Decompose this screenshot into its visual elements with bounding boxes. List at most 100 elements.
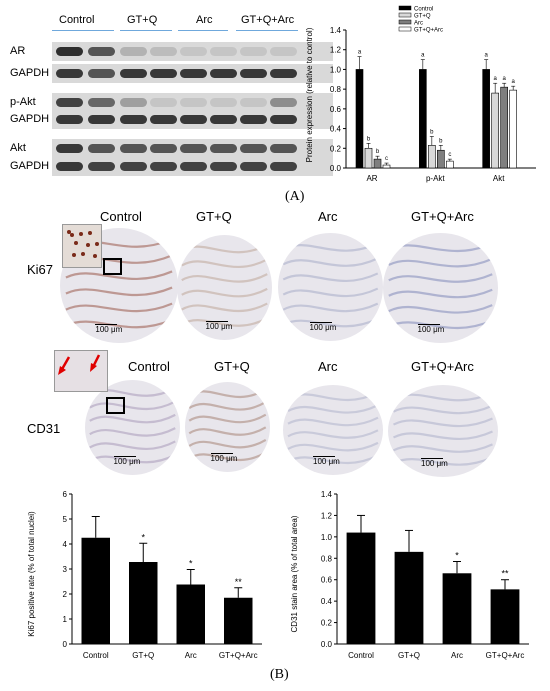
- blot-band: [56, 144, 83, 153]
- blot-band: [240, 47, 267, 56]
- blot-label: GAPDH: [10, 113, 50, 125]
- legend-swatch: [398, 19, 412, 25]
- row-label-ki67: Ki67: [27, 262, 54, 277]
- tissue-fold: [181, 317, 268, 327]
- scale-bar-line: [113, 456, 136, 457]
- scale-bar-line: [313, 456, 335, 457]
- tissue-fold: [287, 454, 379, 465]
- bar: [355, 69, 364, 169]
- blot-band: [180, 162, 207, 171]
- tissue-section-image: [278, 233, 383, 341]
- blot-group-header: GT+Q+Arc: [241, 14, 295, 26]
- y-tick-label: 2: [63, 590, 68, 599]
- significance-letter: c: [385, 156, 388, 162]
- ki67-col-arc: Arc: [318, 209, 338, 224]
- x-tick-label: GT+Q: [398, 651, 420, 660]
- tissue-fold: [393, 456, 493, 466]
- scale-bar-label: 100 μm: [95, 325, 123, 334]
- blot-strip: [52, 42, 333, 61]
- tissue-fold: [393, 404, 493, 415]
- bar: [382, 164, 391, 169]
- tissue-fold: [282, 272, 379, 283]
- tissue-fold: [89, 427, 176, 437]
- tissue-fold: [282, 257, 379, 267]
- y-tick-label: 0.2: [321, 619, 333, 628]
- blot-band: [270, 144, 297, 153]
- bar: [419, 69, 427, 169]
- blot-band: [56, 69, 83, 78]
- y-tick-label: 1.0: [321, 533, 333, 542]
- x-tick-label: Control: [348, 651, 374, 660]
- blot-band: [210, 98, 237, 107]
- tissue-fold: [188, 438, 267, 449]
- blot-band: [180, 69, 207, 78]
- tissue-fold: [89, 440, 176, 451]
- tissue-texture: [188, 388, 267, 462]
- blot-label: p-Akt: [10, 96, 36, 108]
- legend-label: Arc: [414, 21, 423, 27]
- legend-swatch: [398, 26, 412, 32]
- blot-band: [56, 47, 83, 56]
- blot-band: [270, 47, 297, 56]
- tissue-texture: [282, 242, 379, 328]
- significance-letter: a: [484, 53, 488, 59]
- tissue-fold: [287, 441, 379, 452]
- blot-band: [88, 115, 115, 124]
- zoom-region-box: [103, 258, 122, 275]
- y-tick-label: 0.8: [330, 85, 342, 94]
- blot-band: [120, 144, 147, 153]
- tissue-texture: [388, 242, 493, 330]
- blot-strip: [52, 110, 333, 129]
- protein-ylabel: Protein expression (relative to control): [305, 27, 314, 162]
- tissue-fold: [181, 273, 268, 283]
- tissue-fold: [89, 413, 176, 424]
- significance-marker: **: [235, 577, 243, 587]
- group-underline: [120, 30, 172, 31]
- bar: [129, 562, 158, 644]
- cd31-col-control: Control: [128, 359, 170, 374]
- y-tick-label: 1.0: [330, 65, 342, 74]
- legend-swatch: [398, 5, 412, 11]
- tissue-fold: [65, 286, 173, 297]
- y-tick-label: 1.4: [321, 490, 333, 499]
- tissue-fold: [89, 453, 176, 464]
- tissue-fold: [388, 242, 493, 253]
- tissue-fold: [282, 317, 379, 328]
- tissue-fold: [188, 426, 267, 436]
- y-tick-label: 5: [63, 515, 68, 524]
- tissue-fold: [282, 302, 379, 313]
- tissue-texture: [287, 391, 379, 465]
- scale-bar-label: 100 μm: [113, 457, 141, 466]
- tissue-fold: [181, 302, 268, 313]
- ki67-ylabel: Ki67 positive rate (% of total nuclei): [27, 511, 36, 637]
- magnified-inset: [54, 350, 108, 392]
- blot-band: [150, 69, 177, 78]
- blot-band: [270, 98, 297, 107]
- bar: [509, 89, 517, 169]
- blot-band: [56, 98, 83, 107]
- blot-band: [210, 69, 237, 78]
- tissue-section-image: [383, 233, 498, 343]
- blot-band: [120, 69, 147, 78]
- blot-band: [270, 69, 297, 78]
- panel-letter-b: (B): [270, 667, 289, 682]
- blot-band: [180, 115, 207, 124]
- stained-nucleus: [95, 242, 99, 246]
- x-tick-label: Akt: [493, 174, 505, 183]
- stained-nucleus: [74, 241, 78, 245]
- scale-bar-label: 100 μm: [210, 454, 238, 463]
- red-arrows: [58, 354, 101, 375]
- bar: [442, 573, 472, 644]
- y-tick-label: 0.6: [321, 576, 333, 585]
- tissue-fold: [181, 243, 268, 254]
- y-tick-label: 1.4: [330, 26, 342, 35]
- significance-letter: a: [358, 50, 362, 56]
- significance-letter: b: [376, 149, 380, 155]
- row-label-cd31: CD31: [27, 421, 61, 436]
- stained-nucleus: [72, 253, 76, 257]
- bar: [437, 149, 445, 169]
- red-arrowhead: [58, 366, 66, 375]
- significance-letter: b: [439, 138, 443, 144]
- bar: [428, 145, 436, 169]
- stained-nucleus: [70, 233, 74, 237]
